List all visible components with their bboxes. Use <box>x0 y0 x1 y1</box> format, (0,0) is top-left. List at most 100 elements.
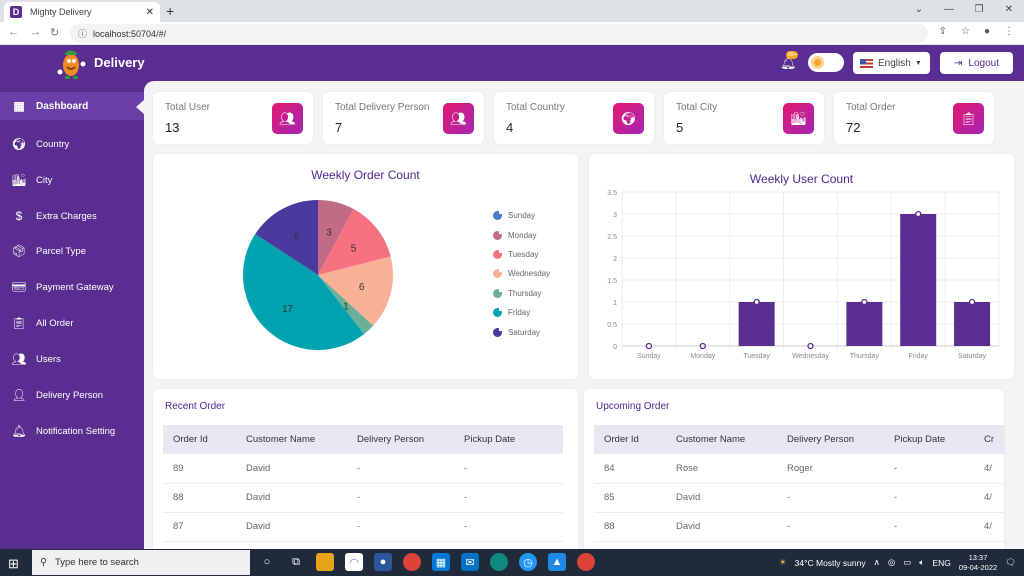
stat-label: Total Country <box>506 102 565 113</box>
taskbar-search-input[interactable]: ⚲ Type here to search <box>32 550 250 575</box>
task-view-icon[interactable]: ⧉ <box>292 555 300 568</box>
chrome-active-icon[interactable] <box>577 553 595 571</box>
input-language[interactable]: ENG <box>932 557 951 568</box>
table-row[interactable]: 89 David - - <box>163 454 563 484</box>
data-point[interactable] <box>807 342 814 350</box>
column-header[interactable]: Order Id <box>594 425 666 454</box>
cell: David <box>236 512 347 542</box>
clock[interactable]: 13:37 09-04-2022 <box>959 553 997 573</box>
pie-slice-saturday[interactable] <box>255 200 318 275</box>
bar-saturday[interactable] <box>954 302 991 346</box>
data-point[interactable] <box>645 342 653 350</box>
sidebar-item-notification-setting[interactable]: 🔔︎ Notification Setting <box>0 417 144 445</box>
volume-icon[interactable]: 🔈︎ <box>919 557 925 567</box>
legend-item-wednesday[interactable]: Wednesday <box>493 264 550 283</box>
legend-item-friday[interactable]: Friday <box>493 303 550 322</box>
column-header[interactable]: Order Id <box>163 425 236 454</box>
chrome-icon[interactable] <box>403 553 421 571</box>
back-icon[interactable]: ← <box>8 26 19 38</box>
sidebar-item-label: All Order <box>36 317 74 329</box>
table-row[interactable]: 88 David - -4/ <box>594 512 1004 542</box>
tray-chevron-icon[interactable]: ∧ <box>873 557 880 567</box>
tray-app-icon[interactable]: ◎ <box>887 557 896 567</box>
store-icon[interactable]: ▦ <box>432 553 450 571</box>
pie-slice-tuesday[interactable] <box>318 209 391 275</box>
column-header[interactable]: Pickup Date <box>454 425 563 454</box>
legend-item-sunday[interactable]: Sunday <box>493 206 550 225</box>
bar-friday[interactable] <box>900 214 937 346</box>
sidebar-item-city[interactable]: 🏙︎ City <box>0 166 144 194</box>
data-point[interactable] <box>915 210 922 218</box>
sidebar-item-payment-gateway[interactable]: 💳︎ Payment Gateway <box>0 273 144 301</box>
column-header[interactable]: Delivery Person <box>347 425 454 454</box>
pie-slice-thursday[interactable] <box>318 275 374 335</box>
photos-icon[interactable]: ▲ <box>548 553 566 571</box>
data-point[interactable] <box>861 298 868 306</box>
app-icon[interactable]: ● <box>374 553 392 571</box>
language-select[interactable]: English ▼ <box>853 52 930 74</box>
active-indicator <box>136 100 144 114</box>
pie-slice-wednesday[interactable] <box>318 256 393 326</box>
sidebar-item-parcel-type[interactable]: 📦︎ Parcel Type <box>0 237 144 265</box>
menu-icon[interactable]: ⋮ <box>1004 26 1014 37</box>
sidebar-item-extra-charges[interactable]: $ Extra Charges <box>0 202 144 230</box>
cell: 84 <box>594 454 666 484</box>
file-explorer-icon[interactable] <box>316 553 334 571</box>
url-input[interactable]: ⓘ localhost:50704/#/ <box>70 24 928 43</box>
notification-center-icon[interactable]: 🗨︎ <box>1005 557 1016 567</box>
mail-icon[interactable]: ✉ <box>461 553 479 571</box>
browser-tab[interactable]: D Mighty Delivery ✕ <box>4 2 160 22</box>
recent-order-title: Recent Order <box>165 401 226 412</box>
sidebar-item-delivery-person[interactable]: 👤︎ Delivery Person <box>0 381 144 409</box>
cell: Roger <box>777 454 884 484</box>
windows-start-icon[interactable]: ⊞ <box>8 556 19 571</box>
column-header[interactable]: Customer Name <box>236 425 347 454</box>
data-point[interactable] <box>753 298 760 306</box>
sidebar-item-users[interactable]: 👥︎ Users <box>0 345 144 373</box>
legend-pie-icon <box>493 229 503 240</box>
clickup-icon[interactable]: ◠ <box>345 553 363 571</box>
minimize-button[interactable]: — <box>944 4 954 15</box>
table-row[interactable]: 88 David - - <box>163 483 563 513</box>
table-row[interactable]: 84 Rose Roger -4/ <box>594 454 1004 484</box>
pie-slice-friday[interactable] <box>243 233 365 350</box>
legend-pie-icon <box>493 210 503 221</box>
profile-icon[interactable]: ● <box>983 26 990 37</box>
column-header[interactable]: Customer Name <box>666 425 777 454</box>
sidebar-item-label: Users <box>36 353 61 365</box>
close-tab-icon[interactable]: ✕ <box>145 6 154 18</box>
sidebar-item-country[interactable]: 🌍︎ Country <box>0 130 144 158</box>
legend-item-monday[interactable]: Monday <box>493 225 550 244</box>
app-icon[interactable]: ◷ <box>519 553 537 571</box>
bar-tuesday[interactable] <box>738 302 775 346</box>
forward-icon[interactable]: → <box>30 26 41 38</box>
cortana-icon[interactable]: ○ <box>263 556 271 568</box>
column-header[interactable]: Cr <box>974 425 1004 454</box>
data-point[interactable] <box>968 298 976 306</box>
column-header[interactable]: Delivery Person <box>777 425 884 454</box>
tab-search-icon[interactable]: ⌄ <box>914 4 924 15</box>
bookmark-star-icon[interactable]: ☆ <box>960 26 970 37</box>
theme-toggle[interactable] <box>808 53 844 72</box>
table-row[interactable]: 87 David - - <box>163 512 563 542</box>
sidebar-item-all-order[interactable]: 📋︎ All Order <box>0 309 144 337</box>
share-icon[interactable]: ⇪ <box>938 26 947 37</box>
weather-text[interactable]: 34°C Mostly sunny <box>794 557 866 568</box>
data-point[interactable] <box>699 342 706 350</box>
column-header[interactable]: Pickup Date <box>884 425 974 454</box>
pie-slice-monday[interactable] <box>318 200 354 275</box>
recent-order-table: Order Id Customer Name Delivery Person P… <box>163 425 563 542</box>
legend-item-thursday[interactable]: Thursday <box>493 284 550 303</box>
sidebar-item-dashboard[interactable]: ▦ Dashboard <box>0 92 144 120</box>
network-icon[interactable]: ▭ <box>903 557 912 567</box>
table-row[interactable]: 85 David - -4/ <box>594 483 1004 513</box>
logout-button[interactable]: ⇥ Logout <box>940 52 1013 74</box>
close-window-button[interactable]: ✕ <box>1004 4 1014 15</box>
edge-icon[interactable] <box>490 553 508 571</box>
legend-item-tuesday[interactable]: Tuesday <box>493 245 550 264</box>
bar-thursday[interactable] <box>846 302 883 346</box>
new-tab-button[interactable]: + <box>166 3 175 19</box>
legend-item-saturday[interactable]: Saturday <box>493 322 550 341</box>
reload-icon[interactable]: ↻ <box>50 27 60 39</box>
restore-button[interactable]: ❐ <box>974 4 984 15</box>
